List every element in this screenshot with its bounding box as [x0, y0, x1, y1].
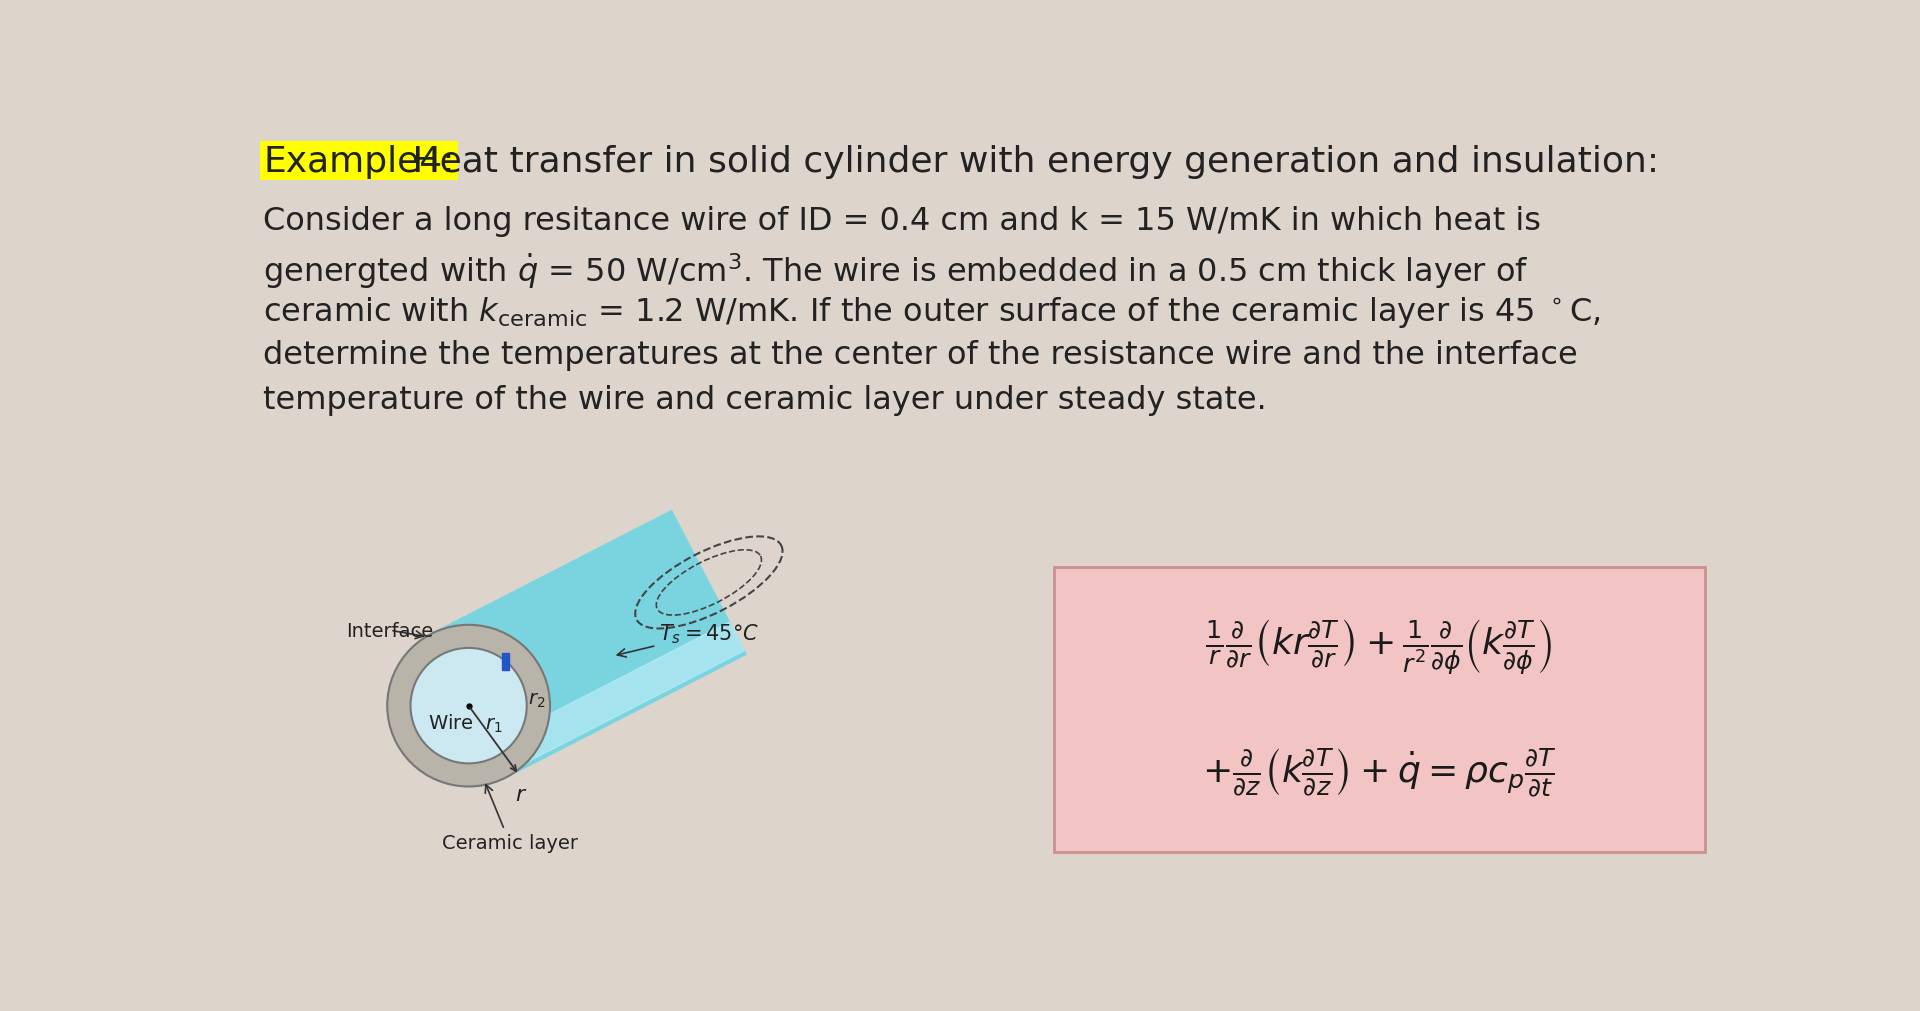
Text: $+ \frac{\partial}{\partial z}\left(k\frac{\partial T}{\partial z}\right) + \dot: $+ \frac{\partial}{\partial z}\left(k\fr…	[1202, 746, 1557, 799]
FancyBboxPatch shape	[1054, 567, 1705, 852]
Text: ceramic with $k_{\mathrm{ceramic}}$ = 1.2 W/mK. If the outer surface of the cera: ceramic with $k_{\mathrm{ceramic}}$ = 1.…	[263, 295, 1601, 331]
Polygon shape	[490, 623, 745, 774]
Text: $\frac{1}{r}\frac{\partial}{\partial r}\left(kr\frac{\partial T}{\partial r}\rig: $\frac{1}{r}\frac{\partial}{\partial r}\…	[1206, 618, 1553, 676]
Text: Ceramic layer: Ceramic layer	[442, 785, 578, 852]
Polygon shape	[503, 653, 509, 670]
Circle shape	[388, 625, 549, 787]
Polygon shape	[432, 512, 747, 777]
Text: Interface: Interface	[348, 621, 434, 640]
Text: Wire  $r_1$: Wire $r_1$	[428, 712, 503, 734]
Text: genergted with $\dot{q}$ = 50 W/cm$^3$. The wire is embedded in a 0.5 cm thick l: genergted with $\dot{q}$ = 50 W/cm$^3$. …	[263, 251, 1528, 290]
Text: $r_2$: $r_2$	[528, 691, 545, 710]
Text: determine the temperatures at the center of the resistance wire and the interfac: determine the temperatures at the center…	[263, 340, 1578, 371]
Text: Heat transfer in solid cylinder with energy generation and insulation:: Heat transfer in solid cylinder with ene…	[401, 145, 1659, 178]
Text: $r$: $r$	[515, 785, 528, 805]
Text: Example4:: Example4:	[263, 145, 455, 178]
Text: $T_s = 45°C$: $T_s = 45°C$	[618, 622, 760, 657]
Text: Consider a long resitance wire of ID = 0.4 cm and k = 15 W/mK in which heat is: Consider a long resitance wire of ID = 0…	[263, 206, 1542, 237]
Text: temperature of the wire and ceramic layer under steady state.: temperature of the wire and ceramic laye…	[263, 384, 1267, 416]
Circle shape	[411, 648, 526, 763]
